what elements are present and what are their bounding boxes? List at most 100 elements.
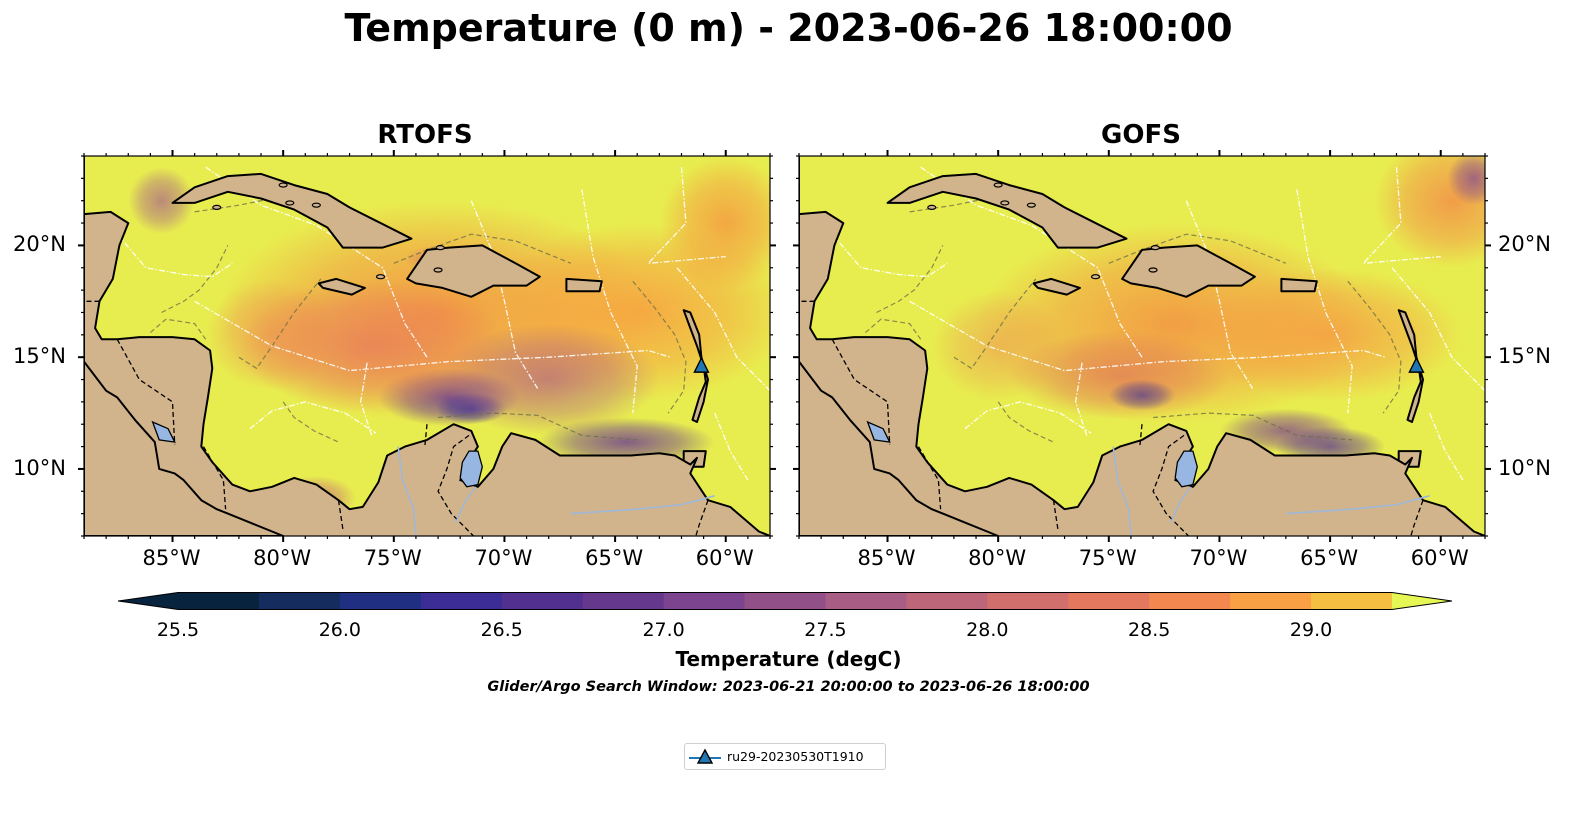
colorbar-tick-label: 26.0 — [318, 619, 362, 641]
bathymetry-contour — [161, 245, 229, 314]
lon-tick-label: 65°W — [1300, 546, 1359, 570]
lon-tick-label: 65°W — [585, 546, 644, 570]
islet — [1090, 274, 1101, 280]
islet — [1000, 200, 1010, 206]
lat-tick-label-right: 10°N — [1498, 455, 1551, 480]
land-cuba — [886, 172, 1128, 249]
country-border — [1152, 434, 1189, 536]
rtofs-map — [78, 150, 776, 542]
land-lesser — [682, 309, 709, 423]
eez-boundary — [831, 233, 948, 278]
colorbar-segment — [663, 592, 746, 610]
colorbar-tick-label: 25.5 — [156, 619, 200, 641]
eez-boundary — [964, 401, 1092, 434]
temperature-feature — [1108, 379, 1176, 411]
land-cuba — [171, 172, 413, 249]
country-border — [1139, 424, 1143, 447]
country-border — [437, 434, 474, 536]
temperature-feature — [128, 167, 195, 235]
river — [1112, 446, 1132, 536]
bathymetry-contour — [876, 245, 944, 314]
bathymetry-contour — [865, 318, 922, 340]
colorbar-title: Temperature (degC) — [675, 647, 902, 671]
islet — [927, 204, 937, 211]
eez-boundary — [1361, 167, 1441, 265]
colorbar-segment — [178, 592, 260, 610]
temperature-feature — [659, 156, 770, 291]
river — [397, 446, 417, 536]
lat-tick-label-left: 15°N — [13, 344, 66, 369]
lake-maracaibo — [1174, 450, 1198, 488]
glider-triangle-icon — [689, 748, 721, 764]
land-hispaniola — [1121, 244, 1256, 298]
bathymetry-contour — [438, 412, 638, 441]
legend: ru29-20230530T1910 — [684, 743, 886, 770]
islet — [1150, 245, 1160, 251]
bathymetry-contour — [632, 280, 687, 414]
islet — [1026, 202, 1036, 208]
river — [455, 486, 477, 523]
colorbar-tick-label: 26.5 — [480, 619, 523, 641]
temperature-feature — [1447, 156, 1485, 206]
glider-marker — [1408, 356, 1425, 373]
lat-tick-label-right: 20°N — [1498, 232, 1551, 257]
river — [1285, 495, 1430, 515]
map-frame — [83, 155, 771, 537]
glider-marker — [693, 356, 710, 373]
eez-boundary — [1185, 200, 1254, 389]
colorbar-extend-high — [1392, 592, 1452, 610]
colorbar-segment — [339, 592, 422, 610]
land-puertorico — [1280, 277, 1318, 293]
colorbar-tick-label: 27.0 — [642, 619, 685, 641]
colorbar-segment — [258, 592, 341, 610]
eez-boundary — [676, 267, 770, 392]
temperature-feature — [205, 278, 339, 391]
islet — [278, 182, 288, 188]
colorbar-segment — [1230, 592, 1312, 610]
lat-tick-label-left: 10°N — [13, 455, 66, 480]
colorbar-segment — [582, 592, 665, 610]
colorbar-extend-low — [118, 592, 178, 610]
islet — [212, 204, 222, 211]
colorbar-segment — [420, 592, 503, 610]
country-border — [831, 338, 891, 445]
colorbar-segment — [1311, 592, 1393, 610]
gofs-map — [793, 150, 1491, 542]
lon-tick-label: 85°W — [142, 546, 201, 570]
colorbar-segment — [906, 592, 988, 610]
colorbar-outline — [118, 592, 1452, 610]
colorbar — [118, 592, 1452, 610]
lon-tick-label: 80°W — [968, 546, 1027, 570]
country-border — [337, 500, 344, 530]
eez-boundary — [249, 401, 377, 434]
colorbar-tick-label: 27.5 — [804, 619, 847, 641]
lon-tick-label: 75°W — [363, 546, 422, 570]
country-border — [1410, 499, 1424, 536]
land-jamaica — [1032, 277, 1081, 296]
eez-boundary — [116, 233, 233, 278]
islet — [1148, 267, 1158, 273]
country-border — [202, 446, 227, 510]
temperature-feature — [1197, 267, 1463, 402]
bathymetry-contour — [282, 401, 339, 443]
search-window-caption: Glider/Argo Search Window: 2023-06-21 20… — [487, 679, 1090, 695]
colorbar-tick-label: 29.0 — [1289, 619, 1333, 641]
eez-boundary — [581, 189, 638, 414]
colorbar-tick-label: 28.5 — [1128, 619, 1171, 641]
islet — [433, 267, 443, 273]
country-border — [695, 499, 709, 536]
bathymetry-contour — [1347, 280, 1402, 414]
lat-tick-label-right: 15°N — [1498, 344, 1551, 369]
lon-tick-label: 80°W — [253, 546, 312, 570]
land-hispaniola — [406, 244, 541, 298]
eez-boundary — [1296, 189, 1353, 414]
lon-tick-label: 85°W — [857, 546, 916, 570]
bathymetry-contour — [1108, 233, 1287, 264]
colorbar-segment — [501, 592, 584, 610]
bathymetry-contour — [150, 318, 207, 340]
land-lesser — [1397, 309, 1424, 423]
eez-boundary — [909, 300, 1386, 372]
land-pacific_central — [799, 360, 1000, 536]
river — [1170, 486, 1192, 523]
eez-boundary — [714, 412, 749, 481]
